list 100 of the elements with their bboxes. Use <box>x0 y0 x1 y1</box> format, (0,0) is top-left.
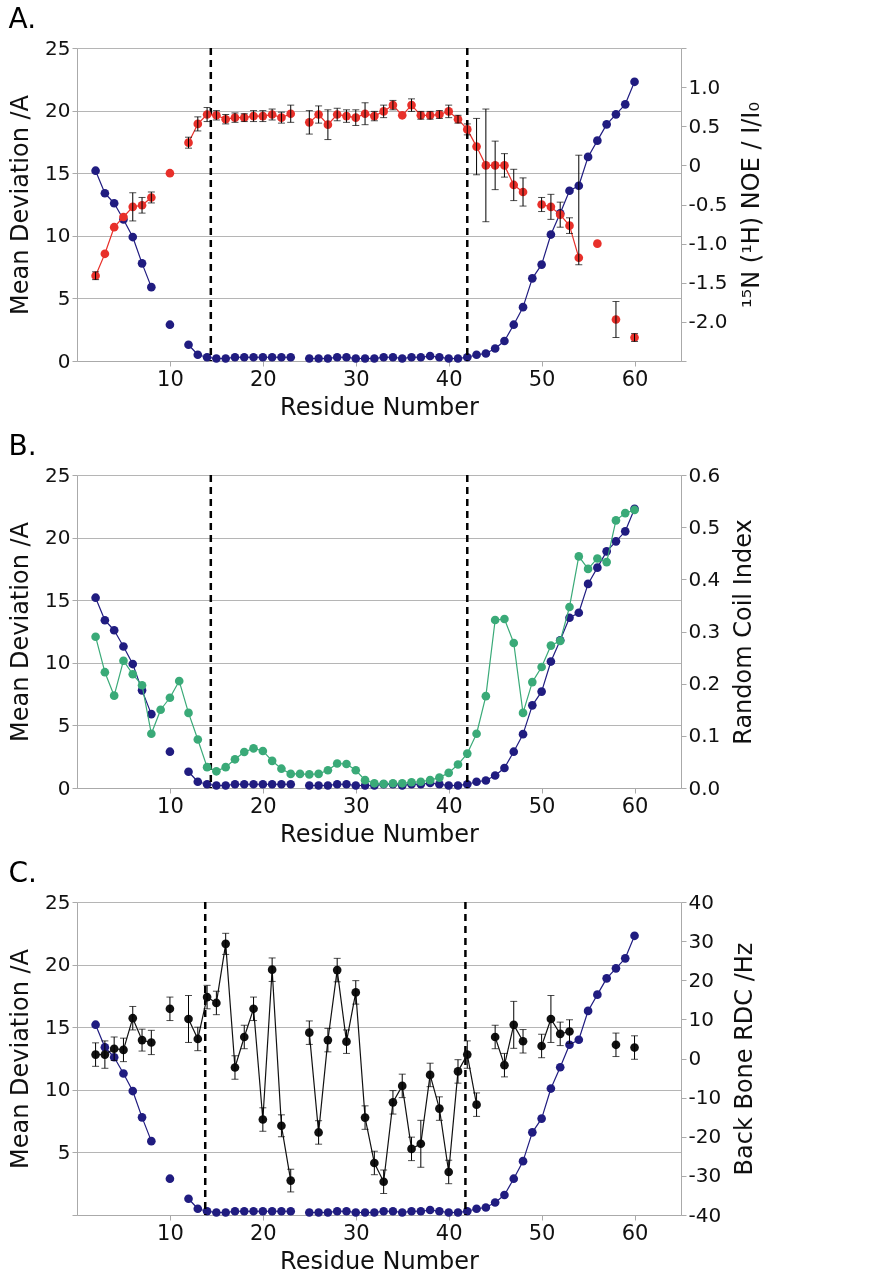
y-tick-label: 20 <box>45 98 71 123</box>
y-axis-title: Mean Deviation /A <box>6 521 35 742</box>
y2-tick-label: -2.0 <box>688 309 728 334</box>
point <box>472 777 481 787</box>
point <box>509 1174 519 1184</box>
point <box>267 779 277 789</box>
point <box>91 1020 100 1030</box>
y2-tick-label: -0.5 <box>688 192 728 216</box>
point <box>444 1208 454 1217</box>
y-tick-label: 10 <box>45 650 71 675</box>
point <box>277 1206 286 1216</box>
point <box>630 931 639 941</box>
point <box>323 1208 333 1217</box>
point <box>472 350 481 360</box>
y2-tick-label: 40 <box>688 889 714 914</box>
y2-axis-title: Random Coil Index <box>729 519 758 745</box>
point <box>304 781 314 790</box>
point <box>202 352 212 362</box>
x-tick-label: 10 <box>157 366 184 391</box>
point <box>370 354 379 363</box>
y2-tick-label: 0 <box>688 152 702 177</box>
y2-axis-title: Back Bone RDC /Hz <box>730 942 759 1176</box>
point <box>518 729 528 739</box>
point <box>119 1069 128 1078</box>
point <box>379 1206 388 1216</box>
point <box>91 166 100 176</box>
point <box>165 320 175 330</box>
point <box>165 1174 175 1184</box>
point <box>332 1206 342 1216</box>
point <box>137 1113 147 1122</box>
point <box>286 1206 296 1216</box>
point <box>212 781 221 790</box>
point <box>509 747 519 757</box>
y2-tick-label: 0.4 <box>688 566 721 591</box>
point <box>184 767 193 777</box>
point <box>583 1006 593 1016</box>
point <box>128 669 138 679</box>
point <box>518 708 528 718</box>
point <box>314 354 323 363</box>
point <box>165 693 175 703</box>
point <box>267 756 277 766</box>
point <box>239 747 249 757</box>
point <box>147 1136 156 1146</box>
point <box>490 1198 500 1207</box>
point <box>481 776 491 785</box>
y2-tick-label: 0.1 <box>688 723 721 748</box>
y-tick-label: 15 <box>45 160 71 185</box>
point <box>397 1208 407 1217</box>
point <box>342 759 351 769</box>
y2-tick-label: 10 <box>688 1006 714 1031</box>
y-axis-title: Mean Deviation /A <box>6 94 35 315</box>
point <box>500 614 509 624</box>
point <box>546 641 556 650</box>
point <box>425 351 435 361</box>
point <box>128 659 138 669</box>
point <box>370 1208 379 1217</box>
point <box>342 779 351 789</box>
point <box>481 691 491 701</box>
point <box>109 198 119 208</box>
point <box>100 249 110 259</box>
y2-tick-label: 0.5 <box>688 113 721 138</box>
y-tick-label: 5 <box>57 285 71 310</box>
point <box>100 667 110 677</box>
point <box>351 781 361 790</box>
x-tick-label: 60 <box>621 1220 649 1245</box>
point <box>239 779 249 789</box>
point <box>128 232 138 242</box>
point <box>249 352 258 362</box>
point <box>481 349 491 358</box>
point <box>286 352 296 362</box>
y2-tick-label: 0 <box>688 1046 702 1070</box>
point <box>277 352 286 362</box>
point <box>212 766 221 776</box>
point <box>527 274 537 283</box>
y2-tick-label: -20 <box>688 1124 722 1149</box>
point <box>518 1156 528 1166</box>
point <box>221 781 231 790</box>
point <box>332 352 342 362</box>
x-tick-label: 40 <box>435 793 463 818</box>
x-tick-label: 50 <box>528 793 556 818</box>
point <box>620 508 630 518</box>
y-tick-label: 20 <box>45 952 71 977</box>
point <box>546 230 556 239</box>
point <box>620 954 630 963</box>
point <box>230 1206 240 1216</box>
y2-tick-label: -30 <box>688 1163 722 1188</box>
point <box>314 781 323 790</box>
y2-tick-label: 0.6 <box>688 462 721 487</box>
y-axis-title: Mean Deviation /A <box>6 948 35 1169</box>
point <box>360 1208 370 1217</box>
point <box>444 781 454 790</box>
point <box>165 168 175 178</box>
point <box>193 1204 203 1214</box>
x-axis-title: Residue Number <box>280 819 480 848</box>
point <box>249 1206 258 1216</box>
point <box>342 1206 351 1216</box>
point <box>230 352 240 362</box>
point <box>193 735 203 744</box>
point <box>258 352 268 362</box>
point <box>500 336 509 346</box>
